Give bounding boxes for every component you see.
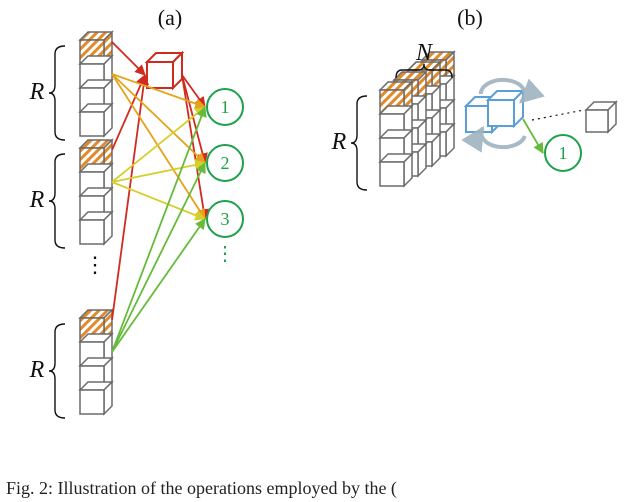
svg-text:(b): (b) (457, 5, 483, 30)
svg-text:1: 1 (221, 97, 230, 117)
diagram-svg: (a) R R R ⋮ 1 2 3 ⋮ (b) R N 1 Fig. 2: Illustration of… (0, 0, 640, 502)
svg-text:1: 1 (559, 143, 568, 163)
svg-text:R: R (29, 187, 45, 213)
svg-text:R: R (29, 357, 45, 383)
svg-text:Fig. 2: Illustration of the op: Fig. 2: Illustration of the operations e… (6, 478, 397, 499)
svg-text:(a): (a) (158, 5, 182, 30)
svg-text:⋮: ⋮ (215, 243, 235, 265)
svg-text:R: R (29, 79, 45, 105)
svg-text:2: 2 (221, 153, 230, 173)
svg-text:3: 3 (221, 209, 230, 229)
panel-a: R R R ⋮ 1 2 3 ⋮ (29, 32, 243, 418)
svg-text:N: N (415, 40, 434, 66)
svg-text:R: R (331, 129, 347, 155)
svg-text:⋮: ⋮ (84, 252, 106, 277)
panel-b: R N 1 (331, 40, 616, 190)
